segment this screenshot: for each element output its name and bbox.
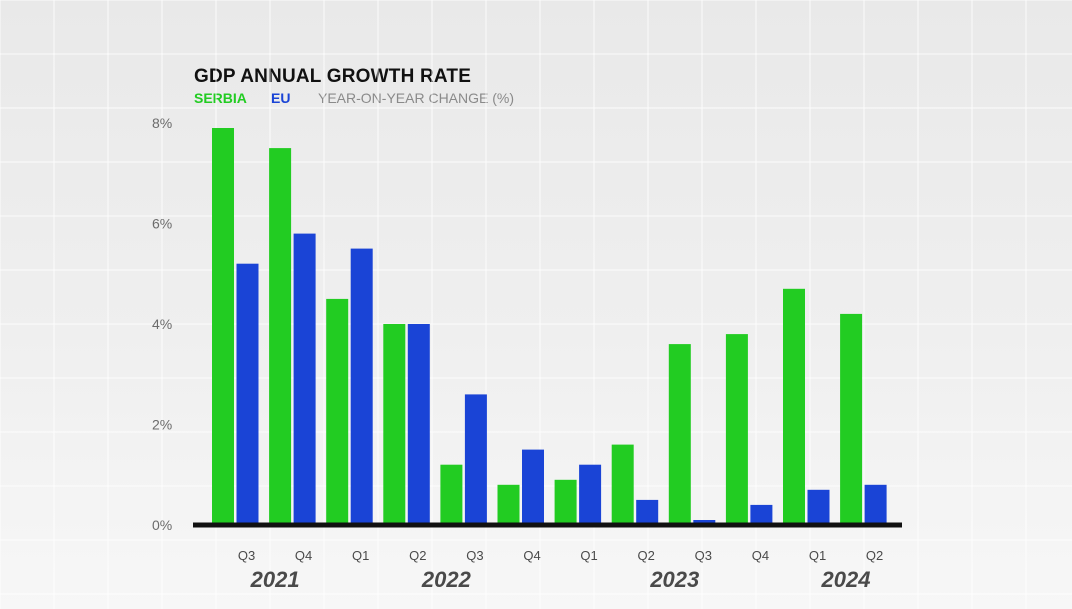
x-tick-label: Q1 — [352, 548, 369, 563]
bar-eu — [293, 233, 316, 525]
bar-eu — [350, 248, 373, 525]
x-tick-label: Q3 — [238, 548, 255, 563]
x-axis-years: 2021 2022 2023 2024 — [250, 567, 871, 592]
bar-eu — [522, 449, 544, 525]
bar-serbia — [440, 464, 463, 525]
bar-serbia — [212, 128, 234, 525]
bar-serbia — [783, 288, 805, 525]
bars — [212, 128, 887, 525]
x-tick-label: Q2 — [409, 548, 426, 563]
x-tick-label: Q1 — [580, 548, 597, 563]
x-tick-label: Q4 — [523, 548, 540, 563]
legend-eu: EU — [271, 90, 291, 106]
bar-eu — [807, 489, 830, 525]
bar-serbia — [497, 484, 520, 525]
x-tick-label: Q2 — [866, 548, 883, 563]
chart-subtitle: YEAR-ON-YEAR CHANGE (%) — [318, 90, 515, 106]
bar-eu — [464, 394, 487, 525]
bar-serbia — [269, 148, 292, 525]
year-label: 2024 — [821, 567, 871, 592]
bar-serbia — [840, 313, 863, 525]
bar-serbia — [668, 344, 691, 525]
bar-eu — [236, 263, 259, 525]
year-label: 2022 — [421, 567, 472, 592]
x-tick-label: Q3 — [695, 548, 712, 563]
y-tick-label: 2% — [152, 417, 172, 433]
x-tick-label: Q2 — [638, 548, 655, 563]
chart-title: GDP ANNUAL GROWTH RATE — [194, 66, 472, 87]
year-label: 2021 — [250, 567, 300, 592]
year-label: 2023 — [649, 567, 699, 592]
x-tick-label: Q4 — [295, 548, 312, 563]
bar-eu — [750, 504, 773, 525]
bar-serbia — [383, 324, 406, 525]
bar-serbia — [611, 444, 634, 525]
y-tick-label: 4% — [152, 316, 172, 332]
bar-eu — [579, 464, 602, 525]
y-axis-ticks: 0% 2% 4% 6% 8% — [152, 115, 172, 533]
x-axis-ticks: Q3 Q4 Q1 Q2 Q3 Q4 Q1 Q2 Q3 Q4 Q1 Q2 — [238, 548, 883, 563]
x-tick-label: Q3 — [466, 548, 483, 563]
x-tick-label: Q4 — [752, 548, 769, 563]
bar-serbia — [326, 298, 349, 525]
y-tick-label: 6% — [152, 216, 172, 232]
y-tick-label: 8% — [152, 115, 172, 131]
bar-serbia — [725, 334, 748, 525]
bar-serbia — [554, 479, 577, 525]
y-tick-label: 0% — [152, 517, 172, 533]
legend-serbia: SERBIA — [194, 90, 247, 106]
bar-eu — [407, 324, 430, 525]
bar-eu — [636, 499, 659, 525]
bar-eu — [864, 484, 887, 525]
x-tick-label: Q1 — [809, 548, 826, 563]
